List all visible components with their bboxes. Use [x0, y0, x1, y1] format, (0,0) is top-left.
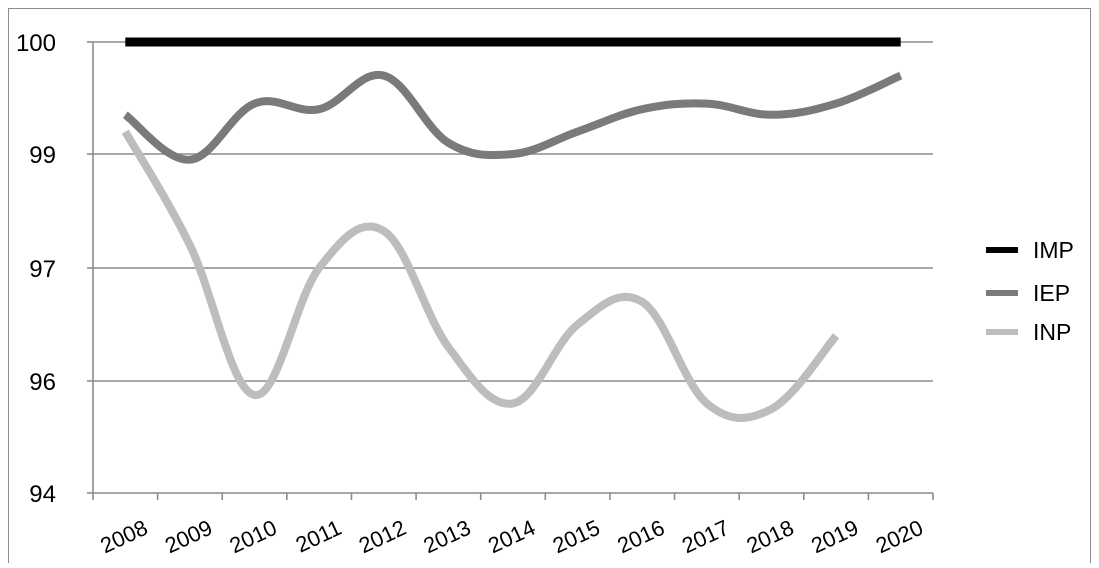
x-tick-label: 2015 — [549, 515, 604, 558]
x-tick-label: 2010 — [226, 515, 281, 558]
x-tick-label: 2011 — [292, 515, 345, 558]
y-tick-label: 96 — [29, 369, 56, 396]
y-axis-tick-labels: 94 96 97 99 100 — [16, 30, 56, 508]
x-tick-label: 2017 — [678, 515, 733, 558]
x-tick-label: 2009 — [161, 515, 216, 558]
y-tick-label: 94 — [29, 481, 56, 508]
y-tick-label: 97 — [29, 256, 56, 283]
legend-label-iep: IEP — [1033, 280, 1070, 306]
x-tick-label: 2008 — [96, 515, 151, 558]
series-lines — [125, 42, 900, 418]
legend: IMP IEP INP — [986, 237, 1074, 345]
chart-border — [9, 9, 1091, 564]
legend-label-imp: IMP — [1033, 237, 1074, 263]
series-line-iep — [125, 75, 900, 160]
series-line-inp — [125, 132, 836, 418]
legend-label-inp: INP — [1033, 319, 1071, 345]
x-tick-label: 2019 — [807, 515, 862, 558]
x-tick-label: 2014 — [484, 515, 539, 558]
x-tick-label: 2020 — [872, 515, 927, 558]
y-tick-label: 100 — [16, 30, 56, 57]
x-tick-label: 2013 — [420, 515, 475, 558]
x-tick-label: 2018 — [743, 515, 798, 558]
y-tick-label: 99 — [29, 142, 56, 169]
x-tick-label: 2012 — [355, 515, 410, 558]
x-tick-label: 2016 — [613, 515, 668, 558]
